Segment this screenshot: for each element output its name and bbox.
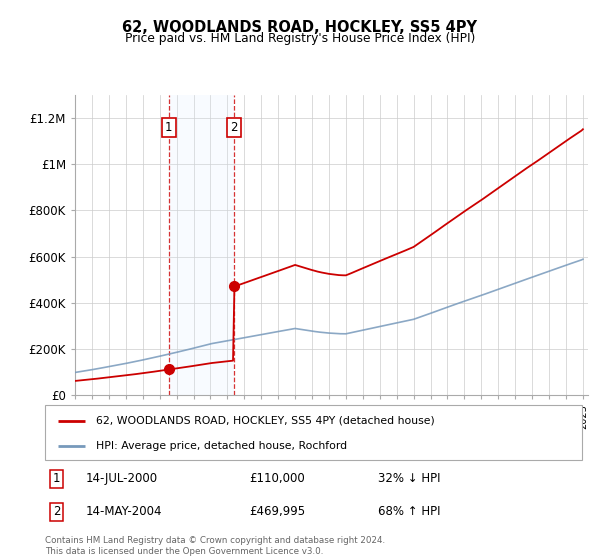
FancyBboxPatch shape xyxy=(45,405,582,460)
Bar xyxy=(169,95,233,395)
Text: £110,000: £110,000 xyxy=(249,472,305,485)
Text: 1: 1 xyxy=(165,121,173,134)
Text: 14-MAY-2004: 14-MAY-2004 xyxy=(85,505,162,518)
Text: 32% ↓ HPI: 32% ↓ HPI xyxy=(378,472,440,485)
Text: Price paid vs. HM Land Registry's House Price Index (HPI): Price paid vs. HM Land Registry's House … xyxy=(125,32,475,45)
Text: 1: 1 xyxy=(53,472,61,485)
Text: 68% ↑ HPI: 68% ↑ HPI xyxy=(378,505,440,518)
Text: 62, WOODLANDS ROAD, HOCKLEY, SS5 4PY (detached house): 62, WOODLANDS ROAD, HOCKLEY, SS5 4PY (de… xyxy=(96,416,435,426)
Text: 62, WOODLANDS ROAD, HOCKLEY, SS5 4PY: 62, WOODLANDS ROAD, HOCKLEY, SS5 4PY xyxy=(122,20,478,35)
Text: £469,995: £469,995 xyxy=(249,505,305,518)
Text: 2: 2 xyxy=(230,121,238,134)
Text: Contains HM Land Registry data © Crown copyright and database right 2024.
This d: Contains HM Land Registry data © Crown c… xyxy=(45,536,385,556)
Text: 14-JUL-2000: 14-JUL-2000 xyxy=(85,472,157,485)
Text: 2: 2 xyxy=(53,505,61,518)
Text: HPI: Average price, detached house, Rochford: HPI: Average price, detached house, Roch… xyxy=(96,441,347,451)
